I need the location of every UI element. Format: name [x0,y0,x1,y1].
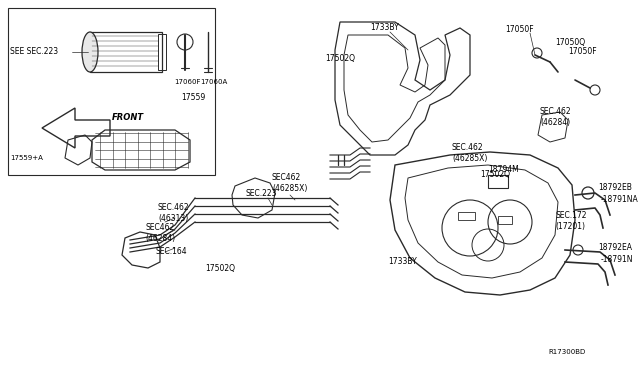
Text: 17050F: 17050F [505,26,534,35]
Text: SEC.462: SEC.462 [452,144,484,153]
Text: (46313): (46313) [158,214,188,222]
Text: 17050Q: 17050Q [555,38,585,46]
Text: 17502Q: 17502Q [325,54,355,62]
Ellipse shape [82,32,98,72]
Text: (46285X): (46285X) [272,183,307,192]
Text: SEC.172: SEC.172 [555,211,586,219]
Text: 1733BY: 1733BY [388,257,417,266]
Text: 1733BY: 1733BY [370,23,399,32]
Text: (17201): (17201) [555,221,585,231]
Text: 17502Q: 17502Q [480,170,510,180]
Text: SEE SEC.223: SEE SEC.223 [10,48,58,57]
Text: FRONT: FRONT [112,113,144,122]
Text: -18791NA: -18791NA [601,196,639,205]
Text: 17559+A: 17559+A [10,155,43,161]
Text: 18792EB: 18792EB [598,183,632,192]
Text: (46284): (46284) [540,118,570,126]
Text: 17502Q: 17502Q [205,263,235,273]
Text: 17559: 17559 [181,93,205,102]
Text: -18791N: -18791N [601,256,634,264]
Text: 17050F: 17050F [568,48,596,57]
Text: SEC.462: SEC.462 [158,203,189,212]
Text: SEC.462: SEC.462 [540,108,572,116]
Text: 18794M: 18794M [488,166,519,174]
Text: (46285X): (46285X) [452,154,488,163]
Text: SEC462: SEC462 [272,173,301,183]
Text: SEC.164: SEC.164 [155,247,187,257]
Text: 17060F: 17060F [174,79,200,85]
Text: SEC.223: SEC.223 [245,189,276,199]
Text: 18792EA: 18792EA [598,244,632,253]
Text: 17060A: 17060A [200,79,227,85]
Text: SEC462: SEC462 [145,224,174,232]
Text: (46284): (46284) [145,234,175,243]
Text: R17300BD: R17300BD [548,349,585,355]
